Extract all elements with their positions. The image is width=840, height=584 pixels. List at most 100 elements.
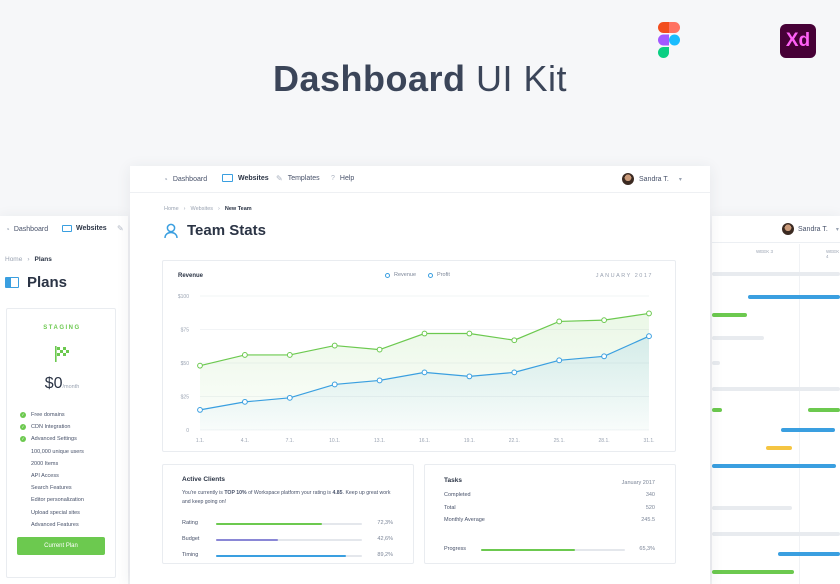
plan-price: $0/month (44, 375, 80, 392)
gantt-bar[interactable] (712, 336, 764, 340)
metric-fill (216, 555, 347, 557)
task-row-label: Total (444, 504, 456, 511)
gantt-bar[interactable] (712, 361, 720, 365)
gantt-bar[interactable] (712, 570, 794, 574)
x-tick-label: 13.1. (374, 438, 385, 444)
metric-fill (216, 539, 279, 541)
data-point (601, 317, 608, 324)
gantt-bar[interactable] (748, 295, 840, 299)
gantt-bar[interactable] (778, 552, 840, 556)
gantt-bar[interactable] (808, 408, 840, 412)
revenue-chart: 0 $25 $50 $75 $100 1.1. 4.1. 7.1. 10.1. 13.1. 16.1… (178, 294, 655, 444)
tasks-date: January 2017 (621, 480, 655, 486)
metric-track (216, 555, 362, 557)
gantt-bar[interactable] (712, 464, 836, 468)
plan-feature-checked: ✓ Advanced Settings (20, 436, 77, 443)
chevron-right-icon: › (218, 206, 220, 212)
avatar (782, 223, 794, 235)
plan-feature: API Access (31, 473, 59, 480)
metric-track (216, 539, 362, 541)
data-point (421, 369, 428, 376)
plan-feature: Advanced Features (31, 521, 79, 528)
data-point (286, 394, 293, 401)
data-point (197, 362, 203, 369)
active-clients-text: You're currently is TOP 10% of Workspace… (182, 490, 391, 505)
x-tick-label: 1.1. (196, 438, 204, 444)
data-point (646, 310, 652, 317)
nav-templates[interactable]: ✎ Templates (276, 174, 320, 183)
current-plan-button[interactable]: Current Plan (17, 537, 105, 555)
data-point (376, 346, 383, 353)
gantt-bar[interactable] (712, 387, 840, 391)
check-circle-icon: ✓ (20, 424, 26, 431)
task-row-value: 340 (645, 492, 655, 498)
data-point (331, 342, 338, 349)
series-area (200, 336, 649, 430)
plan-card: STAGING $0/month ✓ Free domains ✓ CDN Integ… (6, 308, 116, 578)
pencil-icon: ✎ (276, 174, 283, 183)
data-point (646, 333, 652, 340)
nav-websites[interactable]: Websites (222, 174, 269, 182)
left-nav-dashboard[interactable]: ◔ Dashboard (5, 225, 49, 234)
metric-track (216, 523, 362, 525)
metric-value: 72,3% (377, 520, 393, 526)
data-point (601, 353, 608, 360)
plan-feature-checked: ✓ Free domains (20, 412, 65, 418)
flag-icon (55, 346, 69, 362)
breadcrumb: Home › Websites › New Team (164, 206, 252, 212)
y-tick-label: $100 (178, 294, 189, 300)
left-screen: ◔ Dashboard Websites ✎ Home › Plans Plan… (0, 216, 128, 584)
data-point (511, 337, 518, 344)
gantt-bar[interactable] (712, 506, 792, 510)
chevron-right-icon: › (183, 206, 186, 212)
revenue-card: Revenue Revenue Profit JANUARY 2017 0 $25… (162, 260, 676, 452)
check-circle-icon: ✓ (20, 436, 26, 443)
main-screen: ◔ Dashboard Websites ✎ Templates ? Help … (130, 166, 710, 584)
y-tick-label: $75 (181, 328, 190, 334)
x-tick-label: 28.1. (599, 438, 610, 444)
data-point (511, 369, 518, 376)
nav-dashboard[interactable]: ◔ Dashboard (163, 175, 208, 184)
gantt-bar[interactable] (712, 272, 840, 276)
x-tick-label: 31.1. (643, 438, 654, 444)
data-point (466, 330, 473, 337)
top-nav: ◔ Dashboard Websites ✎ Templates ? Help … (130, 166, 710, 193)
gantt-bar[interactable] (781, 428, 835, 432)
x-tick-label: 25.1. (554, 438, 565, 444)
x-tick-label: 4.1. (241, 438, 249, 444)
metric-label: Budget (182, 536, 200, 542)
active-clients-title: Active Clients (182, 476, 225, 483)
metric-label: Timing (182, 552, 199, 558)
task-row-value: 520 (645, 504, 655, 511)
left-nav-websites[interactable]: Websites (62, 225, 107, 232)
gantt-bar[interactable] (766, 446, 792, 450)
progress-fill (481, 549, 576, 551)
right-user-menu[interactable]: Sandra T. ▾ (782, 223, 839, 235)
gantt-bar[interactable] (712, 408, 722, 412)
page-title: Team Stats (164, 222, 266, 239)
monitor-icon (62, 225, 72, 232)
y-tick-label: $50 (181, 361, 190, 367)
plan-name: STAGING (43, 325, 81, 331)
x-tick-label: 22.1. (509, 438, 520, 444)
user-menu[interactable]: Sandra T. ▾ (622, 173, 682, 185)
x-tick-label: 10.1. (329, 438, 340, 444)
chart-date: JANUARY 2017 (595, 273, 653, 279)
left-breadcrumb: Home › Plans (5, 256, 52, 263)
data-point (421, 330, 428, 337)
data-point (242, 352, 248, 358)
data-point (197, 407, 203, 413)
book-icon (5, 277, 19, 288)
revenue-card-title: Revenue (178, 273, 204, 279)
legend-revenue[interactable]: Revenue (385, 272, 416, 278)
gantt-bar[interactable] (712, 313, 747, 317)
y-tick-label: $25 (181, 395, 190, 401)
nav-help[interactable]: ? Help (331, 175, 355, 182)
gantt-bar[interactable] (712, 532, 840, 536)
chevron-down-icon: ▾ (835, 226, 839, 233)
legend-profit[interactable]: Profit (428, 272, 450, 278)
plan-feature: 2000 Items (31, 460, 59, 467)
avatar (622, 173, 634, 185)
data-point (286, 352, 293, 358)
help-icon: ? (331, 175, 335, 182)
